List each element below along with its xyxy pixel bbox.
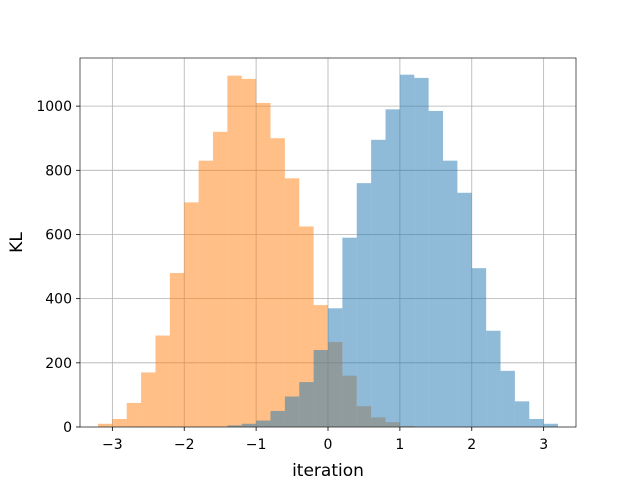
histogram-bar-series-1 [169,272,185,427]
histogram-bar-series-2 [284,396,300,427]
histogram-bar-series-1 [126,402,142,427]
x-tick-label: −1 [246,437,267,453]
histogram-bar-series-2 [414,77,429,427]
histogram-bar-series-2 [385,109,400,428]
histogram-bar-series-1 [155,335,170,427]
histogram-bar-series-2 [241,423,257,427]
histogram-bars [97,74,559,428]
histogram-bar-series-1 [284,178,300,427]
x-tick-label: 2 [467,437,476,453]
histogram-bar-series-1 [141,372,156,427]
x-tick-label: 0 [324,437,333,453]
histogram-bar-series-2 [227,425,242,427]
histogram-bar-series-2 [500,370,515,427]
histogram-bar-series-1 [212,131,228,428]
y-tick-label: 0 [63,420,72,436]
x-tick-label: −2 [174,437,195,453]
y-tick-label: 800 [45,163,72,179]
y-tick-label: 1000 [36,99,72,115]
histogram-bar-series-2 [342,237,357,427]
y-tick-label: 200 [45,356,72,372]
histogram-bar-series-2 [514,401,530,427]
histogram-bar-series-2 [529,418,544,427]
axis-ticks: −3 −2 −1 0 1 2 3 0 200 400 600 800 1000 [36,99,548,453]
histogram-bar-series-2 [299,382,314,427]
histogram-bar-series-2 [356,183,372,427]
histogram-bar-series-2 [328,308,343,427]
histogram-bar-series-1 [198,160,213,427]
histogram-bar-series-2 [543,423,559,427]
histogram-bar-series-1 [256,102,271,427]
histogram-bar-series-1 [227,75,242,427]
histogram-bar-series-2 [471,268,487,427]
histogram-bar-series-2 [371,139,386,428]
y-tick-label: 400 [45,292,72,308]
histogram-bar-series-2 [486,330,501,427]
x-tick-label: 1 [395,437,404,453]
histogram-bar-series-1 [299,226,314,427]
histogram-bar-series-1 [241,78,257,428]
histogram-bar-series-2 [443,160,458,427]
x-axis-label: iteration [292,461,364,480]
x-tick-label: 3 [539,437,548,453]
y-tick-label: 600 [45,227,72,243]
histogram-bar-series-2 [313,349,328,427]
histogram-bar-series-1 [112,418,127,427]
x-tick-label: −3 [102,437,123,453]
histogram-bar-series-1 [97,423,113,427]
histogram-bar-series-2 [428,110,444,427]
y-axis-label: KL [7,232,27,253]
histogram-bar-series-1 [270,138,285,427]
histogram-bar-series-2 [399,74,415,428]
histogram-bar-series-2 [457,192,472,427]
histogram-bar-series-2 [256,420,271,427]
histogram-bar-series-1 [184,202,199,427]
histogram-bar-series-2 [270,410,285,427]
